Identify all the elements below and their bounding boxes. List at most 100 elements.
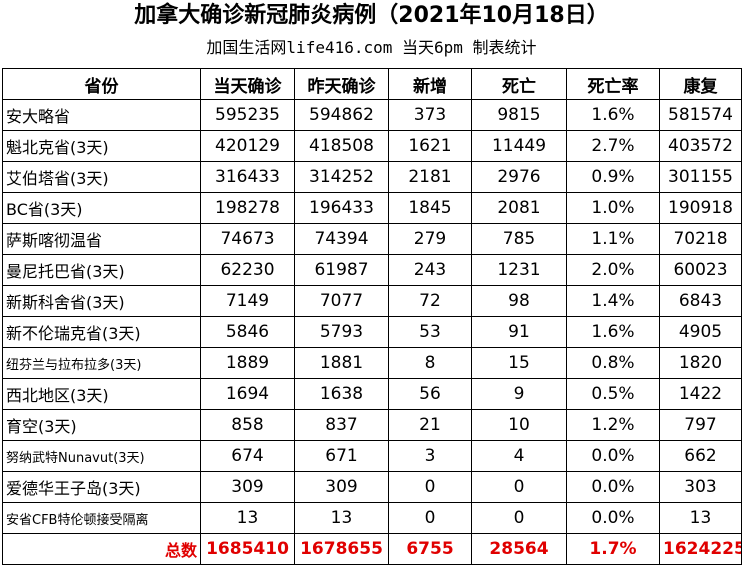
value-cell: 420129 xyxy=(200,130,295,162)
value-cell: 6843 xyxy=(659,285,742,317)
value-cell: 74673 xyxy=(200,223,295,255)
value-cell: 53 xyxy=(388,316,472,348)
value-cell: 15 xyxy=(471,347,567,379)
province-cell: 新斯科舍省(3天) xyxy=(2,285,201,317)
table-row: 爱德华王子岛(3天) 309 309 0 0 0.0% 303 xyxy=(2,471,742,503)
table-row: 育空(3天) 858 837 21 10 1.2% 797 xyxy=(2,409,742,441)
value-cell: 581574 xyxy=(659,99,742,131)
value-cell: 314252 xyxy=(294,161,389,193)
total-cell: 1624225 xyxy=(659,533,742,565)
column-header: 死亡 xyxy=(471,68,567,100)
value-cell: 1621 xyxy=(388,130,472,162)
province-cell: 安省CFB特伦顿接受隔离 xyxy=(2,502,201,534)
table-row: 萨斯喀彻温省 74673 74394 279 785 1.1% 70218 xyxy=(2,223,742,255)
value-cell: 2976 xyxy=(471,161,567,193)
value-cell: 13 xyxy=(294,502,389,534)
value-cell: 0 xyxy=(388,471,472,503)
value-cell: 2181 xyxy=(388,161,472,193)
value-cell: 60023 xyxy=(659,254,742,286)
data-table: 省份 当天确诊 昨天确诊 新增 死亡 死亡率 康复 安大略省 595235 594862 373 9… xyxy=(2,68,742,565)
column-header: 康复 xyxy=(659,68,742,100)
value-cell: 8 xyxy=(388,347,472,379)
value-cell: 1.0% xyxy=(566,192,660,224)
table-row: 新斯科舍省(3天) 7149 7077 72 98 1.4% 6843 xyxy=(2,285,742,317)
subtitle: 加国生活网life416.com 当天6pm 制表统计 xyxy=(206,38,537,57)
value-cell: 72 xyxy=(388,285,472,317)
value-cell: 0.0% xyxy=(566,440,660,472)
value-cell: 1820 xyxy=(659,347,742,379)
table-row: 曼尼托巴省(3天) 62230 61987 243 1231 2.0% 60023 xyxy=(2,254,742,286)
value-cell: 662 xyxy=(659,440,742,472)
value-cell: 4 xyxy=(471,440,567,472)
value-cell: 7149 xyxy=(200,285,295,317)
province-cell: 萨斯喀彻温省 xyxy=(2,223,201,255)
total-cell: 1685410 xyxy=(200,533,295,565)
value-cell: 279 xyxy=(388,223,472,255)
value-cell: 301155 xyxy=(659,161,742,193)
value-cell: 595235 xyxy=(200,99,295,131)
value-cell: 303 xyxy=(659,471,742,503)
value-cell: 2.0% xyxy=(566,254,660,286)
value-cell: 0 xyxy=(471,471,567,503)
value-cell: 1694 xyxy=(200,378,295,410)
province-cell: BC省(3天) xyxy=(2,192,201,224)
column-header: 当天确诊 xyxy=(200,68,295,100)
value-cell: 1231 xyxy=(471,254,567,286)
value-cell: 1422 xyxy=(659,378,742,410)
value-cell: 196433 xyxy=(294,192,389,224)
total-cell: 1.7% xyxy=(566,533,660,565)
table-row: 安省CFB特伦顿接受隔离 13 13 0 0 0.0% 13 xyxy=(2,502,742,534)
total-label: 总数 xyxy=(2,533,201,565)
value-cell: 5793 xyxy=(294,316,389,348)
value-cell: 858 xyxy=(200,409,295,441)
value-cell: 594862 xyxy=(294,99,389,131)
province-cell: 艾伯塔省(3天) xyxy=(2,161,201,193)
column-header: 死亡率 xyxy=(566,68,660,100)
value-cell: 5846 xyxy=(200,316,295,348)
value-cell: 309 xyxy=(294,471,389,503)
value-cell: 243 xyxy=(388,254,472,286)
province-cell: 魁北克省(3天) xyxy=(2,130,201,162)
value-cell: 198278 xyxy=(200,192,295,224)
value-cell: 74394 xyxy=(294,223,389,255)
table-row: 艾伯塔省(3天) 316433 314252 2181 2976 0.9% 301155 xyxy=(2,161,742,193)
column-header: 新增 xyxy=(388,68,472,100)
value-cell: 0.8% xyxy=(566,347,660,379)
value-cell: 403572 xyxy=(659,130,742,162)
value-cell: 98 xyxy=(471,285,567,317)
value-cell: 2.7% xyxy=(566,130,660,162)
value-cell: 0 xyxy=(471,502,567,534)
province-cell: 新不伦瑞克省(3天) xyxy=(2,316,201,348)
value-cell: 10 xyxy=(471,409,567,441)
value-cell: 13 xyxy=(659,502,742,534)
value-cell: 674 xyxy=(200,440,295,472)
value-cell: 1.1% xyxy=(566,223,660,255)
province-cell: 努纳武特Nunavut(3天) xyxy=(2,440,201,472)
province-cell: 安大略省 xyxy=(2,99,201,131)
value-cell: 1.2% xyxy=(566,409,660,441)
column-header: 省份 xyxy=(2,68,201,100)
value-cell: 1.6% xyxy=(566,316,660,348)
value-cell: 1881 xyxy=(294,347,389,379)
value-cell: 0.5% xyxy=(566,378,660,410)
value-cell: 1.4% xyxy=(566,285,660,317)
value-cell: 13 xyxy=(200,502,295,534)
province-cell: 纽芬兰与拉布拉多(3天) xyxy=(2,347,201,379)
value-cell: 61987 xyxy=(294,254,389,286)
value-cell: 309 xyxy=(200,471,295,503)
table-row: 安大略省 595235 594862 373 9815 1.6% 581574 xyxy=(2,99,742,131)
title: 加拿大确诊新冠肺炎病例（2021年10月18日） xyxy=(134,3,609,28)
value-cell: 62230 xyxy=(200,254,295,286)
value-cell: 9 xyxy=(471,378,567,410)
value-cell: 11449 xyxy=(471,130,567,162)
value-cell: 671 xyxy=(294,440,389,472)
value-cell: 785 xyxy=(471,223,567,255)
total-cell: 1678655 xyxy=(294,533,389,565)
column-header: 昨天确诊 xyxy=(294,68,389,100)
value-cell: 3 xyxy=(388,440,472,472)
table-row: BC省(3天) 198278 196433 1845 2081 1.0% 190918 xyxy=(2,192,742,224)
table-row: 新不伦瑞克省(3天) 5846 5793 53 91 1.6% 4905 xyxy=(2,316,742,348)
table-row: 魁北克省(3天) 420129 418508 1621 11449 2.7% 403572 xyxy=(2,130,742,162)
value-cell: 9815 xyxy=(471,99,567,131)
value-cell: 21 xyxy=(388,409,472,441)
